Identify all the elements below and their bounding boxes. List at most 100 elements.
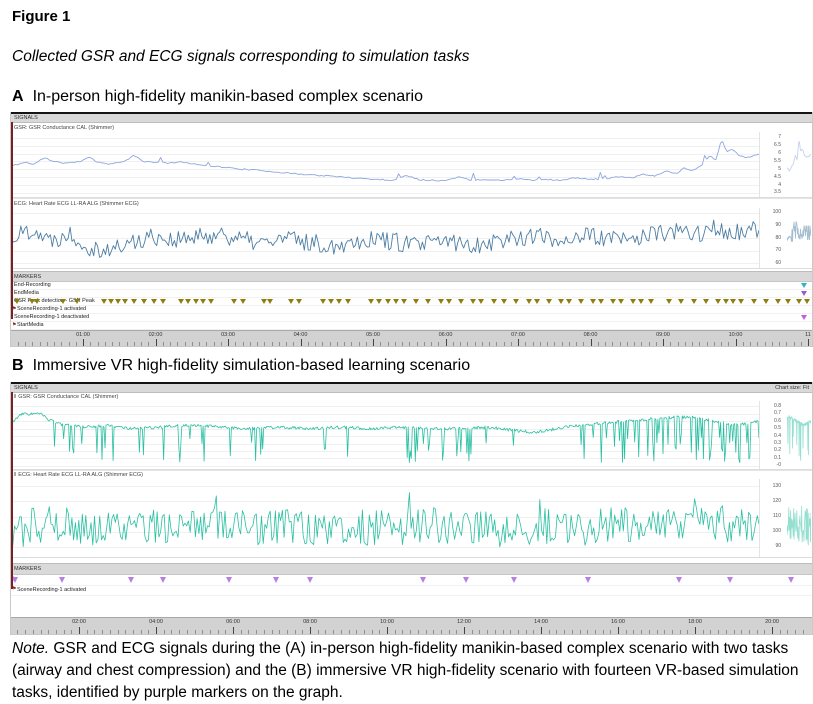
gridline [11, 516, 759, 518]
vr-task-marker-icon [511, 577, 517, 583]
axis-minor-tick [684, 342, 686, 346]
axis-minor-tick [358, 342, 360, 346]
axis-minor-tick [202, 630, 204, 634]
signal-trace [11, 412, 759, 463]
vr-task-marker-icon [307, 577, 313, 583]
axis-minor-tick [410, 630, 412, 634]
axis-minor-tick [206, 342, 208, 346]
axis-minor-tick [302, 630, 304, 634]
gsr-peak-marker-icon [328, 299, 334, 304]
axis-minor-tick [779, 630, 781, 634]
axis-major-tick [695, 627, 696, 634]
time-axis-label: 04:00 [293, 332, 308, 338]
gsr-peak-marker-icon [638, 299, 644, 304]
axis-minor-tick [431, 342, 432, 346]
axis-minor-tick [55, 630, 57, 634]
axis-minor-tick [564, 630, 566, 634]
section-a-letter: A [12, 88, 24, 105]
time-axis-label: 03:00 [221, 332, 235, 338]
axis-minor-tick [502, 630, 504, 634]
axis-minor-tick [533, 630, 535, 634]
gsr-peak-marker-icon [231, 299, 237, 304]
axis-minor-tick [471, 630, 473, 634]
axis-minor-tick [86, 630, 88, 634]
axis-minor-tick [597, 342, 599, 346]
axis-minor-tick [32, 342, 34, 346]
axis-minor-tick [348, 630, 350, 634]
gridline [11, 531, 759, 533]
vr-task-marker-icon [420, 577, 426, 583]
axis-minor-tick [379, 630, 381, 634]
axis-minor-tick [39, 342, 41, 346]
gsr-peak-marker-icon [558, 299, 564, 304]
axis-minor-tick [568, 342, 570, 346]
axis-minor-tick [271, 630, 273, 634]
event-marker-icon [801, 315, 807, 320]
axis-minor-tick [171, 630, 173, 634]
y-axis-tick: 0.7 [774, 410, 781, 417]
axis-minor-tick [619, 342, 621, 346]
gridline [11, 185, 759, 186]
axis-minor-tick [664, 630, 666, 634]
axis-major-tick [772, 627, 773, 634]
axis-minor-tick [641, 630, 643, 634]
axis-minor-tick [771, 342, 773, 346]
time-axis-a: 01:00 02:00 03:00 04:00 05:00 06:00 07:00 08:00… [11, 330, 812, 346]
y-axis-tick: 0.5 [774, 425, 781, 432]
gsr-peak-marker-icon [240, 299, 246, 304]
y-axis-tick: 4.5 [774, 173, 781, 180]
axis-major-tick [300, 339, 302, 346]
time-axis-label: 07:00 [511, 332, 525, 338]
gridline [11, 238, 759, 239]
axis-minor-tick [793, 342, 795, 346]
gsr-peak-marker-icon [141, 299, 147, 304]
figure-label: Figure 1 [12, 8, 71, 25]
vr-task-marker-icon [463, 577, 469, 583]
y-axis-tick: 90 [775, 543, 781, 550]
marker-row-end-recording: End-Recording [11, 282, 812, 290]
axis-minor-tick [741, 630, 743, 634]
axis-minor-tick [117, 630, 119, 634]
axis-minor-tick [556, 630, 558, 634]
gsr-peak-marker-icon [534, 299, 540, 304]
vr-task-marker-icon [585, 577, 591, 583]
axis-minor-tick [249, 342, 251, 346]
axis-minor-tick [692, 342, 693, 346]
axis-minor-tick [186, 630, 188, 634]
gsr-peak-marker-icon [738, 299, 744, 304]
axis-minor-tick [25, 630, 27, 634]
signal-trace-continuation [787, 208, 811, 268]
axis-minor-tick [402, 630, 404, 634]
axis-minor-tick [525, 342, 527, 346]
time-axis-label: 08:00 [583, 332, 598, 338]
gsr-peak-marker-icon [185, 299, 191, 304]
gsr-peak-marker-icon [160, 299, 166, 304]
gsr-peak-marker-icon [401, 299, 407, 304]
ecg-plot-b: 130 120 110 100 90 [11, 479, 812, 558]
axis-minor-tick [256, 630, 258, 634]
axis-minor-tick [633, 630, 635, 634]
event-marker-icon [801, 291, 807, 296]
axis-minor-tick [702, 630, 704, 634]
figure-caption: Collected GSR and ECG signals correspond… [12, 48, 470, 65]
gsr-peak-marker-icon [60, 299, 66, 304]
gsr-peak-marker-icon [546, 299, 552, 304]
panel-b-software-screenshot: SIGNALS Chart size: Fit ‖ GSR: GSR Condu… [10, 382, 813, 635]
axis-minor-tick [494, 630, 496, 634]
axis-major-tick [445, 339, 447, 346]
y-axis-tick: 100 [772, 209, 781, 216]
gsr-peak-marker-icon [566, 299, 572, 304]
gsr-peak-marker-icon [151, 299, 157, 304]
y-axis-tick: 90 [775, 221, 781, 228]
signal-trace-continuation [787, 401, 811, 469]
axis-minor-tick [487, 630, 489, 634]
axis-minor-tick [779, 342, 780, 346]
axis-minor-tick [94, 630, 96, 634]
plot-edge-divider [759, 401, 760, 469]
axis-minor-tick [126, 342, 128, 346]
gsr-peak-marker-icon [178, 299, 184, 304]
axis-major-tick [155, 339, 157, 346]
gsr-peak-marker-icon [590, 299, 596, 304]
axis-major-tick [618, 627, 619, 634]
